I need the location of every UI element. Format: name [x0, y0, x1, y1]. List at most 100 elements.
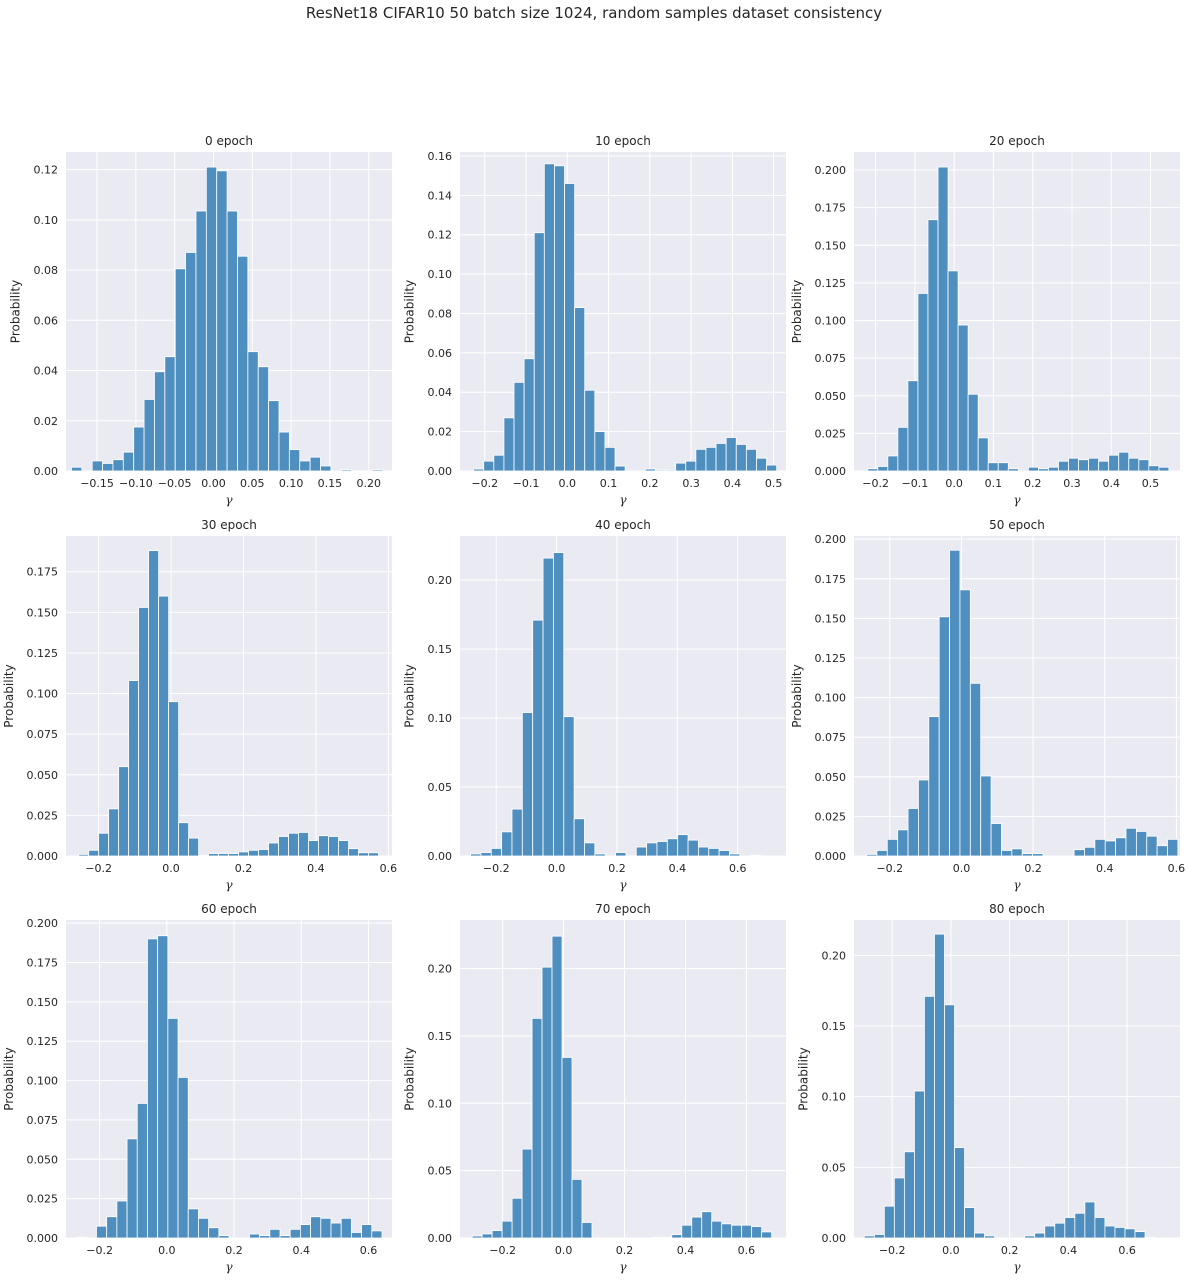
- y-tick-label: 0.200: [815, 164, 847, 177]
- histogram-bar: [361, 1224, 373, 1239]
- histogram-bar: [725, 437, 737, 472]
- histogram-bar: [914, 1090, 925, 1239]
- y-tick-label: 0.06: [34, 314, 59, 327]
- histogram-bar: [279, 1235, 291, 1239]
- y-tick-label: 0.075: [815, 731, 847, 744]
- x-tick-label: −0.2: [85, 862, 112, 875]
- histogram-bar: [877, 466, 889, 472]
- y-tick-label: 0.075: [815, 352, 847, 365]
- histogram-bar: [1011, 848, 1023, 857]
- y-tick-label: 0.125: [815, 652, 847, 665]
- histogram-bar: [1024, 1235, 1036, 1239]
- histogram-bar: [594, 431, 606, 472]
- y-tick-label: 0.20: [428, 963, 453, 976]
- histogram-bar: [208, 853, 219, 857]
- histogram-bar: [1054, 1222, 1066, 1239]
- histogram-bar: [1074, 1212, 1086, 1239]
- histogram-bar: [75, 1236, 87, 1239]
- y-tick-label: 0.200: [815, 533, 847, 546]
- histogram-bar: [1058, 460, 1069, 472]
- subplot-title: 40 epoch: [595, 518, 651, 532]
- histogram-bar: [371, 1230, 383, 1239]
- histogram-bar: [1134, 1231, 1146, 1239]
- histogram-bar: [1167, 838, 1179, 857]
- histogram-bar: [729, 853, 741, 857]
- histogram-bar: [78, 853, 90, 857]
- histogram-bar: [1078, 459, 1090, 472]
- x-tick-label: 0.6: [1118, 1244, 1136, 1257]
- histogram-bar: [299, 460, 311, 472]
- histogram-bar: [705, 446, 717, 472]
- histogram-bar: [501, 1220, 513, 1239]
- histogram-bar: [122, 451, 135, 472]
- histogram-bar: [749, 854, 761, 857]
- histogram-bar: [490, 848, 503, 857]
- histogram-bar: [964, 1207, 975, 1239]
- y-tick-label: 0.00: [822, 1232, 847, 1245]
- x-axis-label: γ: [619, 878, 627, 892]
- y-tick-label: 0.050: [27, 769, 59, 782]
- histogram-bar: [735, 444, 747, 472]
- histogram-bar: [553, 552, 565, 857]
- x-tick-label: −0.1: [902, 477, 929, 490]
- histogram-bar: [675, 462, 687, 472]
- histogram-bar: [863, 1235, 875, 1239]
- histogram-bar: [655, 469, 666, 472]
- histogram-bar: [226, 210, 238, 472]
- histogram-bar: [102, 463, 114, 472]
- subplot-2: −0.2 −0.1 0.0 0.1 0.2 0.3 0.4 0.5 0.00 0.02 0.04 0.…: [403, 134, 786, 507]
- histogram-bar: [371, 469, 384, 472]
- histogram-bar: [289, 1228, 301, 1239]
- x-axis-label: γ: [1013, 1260, 1021, 1274]
- histogram-bar: [157, 935, 169, 1239]
- y-tick-label: 0.02: [428, 426, 453, 439]
- x-tick-label: 0.6: [1168, 862, 1186, 875]
- histogram-bar: [1144, 1236, 1156, 1239]
- histogram-bar: [977, 437, 989, 472]
- histogram-bar: [237, 255, 249, 472]
- histogram-bar: [886, 838, 899, 857]
- x-tick-label: 0.0: [559, 477, 577, 490]
- histogram-bar: [513, 381, 525, 472]
- histogram-bar: [358, 852, 369, 857]
- x-tick-label: 0.2: [1001, 1244, 1019, 1257]
- histogram-bar: [491, 1230, 503, 1239]
- histogram-bar: [718, 850, 730, 857]
- histogram-bar: [1084, 1201, 1096, 1239]
- x-tick-label: −0.2: [862, 477, 889, 490]
- x-tick-label: 0.05: [240, 477, 265, 490]
- histogram-bar: [651, 1236, 663, 1239]
- histogram-bar: [1048, 466, 1059, 472]
- histogram-bar: [937, 166, 949, 472]
- histogram-bar: [257, 366, 270, 472]
- histogram-bar: [259, 1235, 271, 1239]
- histogram-bar: [1108, 454, 1120, 472]
- histogram-bar: [1118, 451, 1130, 472]
- histogram-bar: [967, 393, 979, 472]
- histogram-bar: [756, 457, 767, 472]
- x-axis-label: γ: [225, 878, 233, 892]
- histogram-bar: [205, 166, 218, 472]
- histogram-bar: [1104, 1225, 1116, 1239]
- subplot-title: 60 epoch: [201, 902, 257, 916]
- axes-background: [854, 152, 1180, 471]
- y-tick-label: 0.20: [822, 949, 847, 962]
- y-tick-label: 0.175: [27, 957, 59, 970]
- histogram-bar: [701, 1211, 713, 1239]
- subplot-title: 20 epoch: [989, 134, 1045, 148]
- y-tick-label: 0.050: [815, 390, 847, 403]
- y-axis-label: Probability: [797, 1047, 811, 1110]
- x-tick-label: 0.0: [942, 1244, 960, 1257]
- histogram-bar: [238, 851, 249, 857]
- histogram-bar: [531, 1017, 543, 1239]
- histogram-bar: [984, 1235, 996, 1239]
- x-tick-label: 0.2: [608, 862, 626, 875]
- histogram-bar: [1021, 853, 1033, 857]
- x-tick-label: 0.20: [356, 477, 381, 490]
- histogram-bar: [350, 1232, 362, 1239]
- subplot-6: −0.2 0.0 0.2 0.4 0.6 0.000 0.025 0.050 0.075 0.10…: [790, 518, 1185, 892]
- y-axis-label: Probability: [9, 280, 23, 343]
- histogram-bar: [711, 1220, 723, 1239]
- histogram-bar: [136, 1103, 148, 1239]
- y-tick-label: 0.10: [428, 268, 453, 281]
